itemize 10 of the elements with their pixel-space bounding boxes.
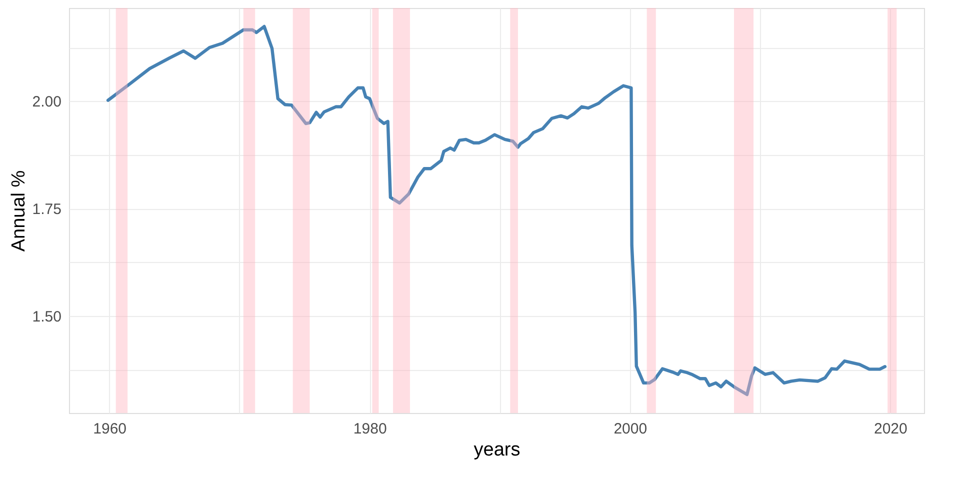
y-tick-label: 1.75	[32, 201, 62, 218]
y-axis-title: Annual %	[8, 170, 30, 252]
line-series	[106, 24, 887, 396]
x-axis-title: years	[474, 440, 520, 460]
x-tick-label: 1960	[93, 420, 127, 438]
x-tick-label: 1980	[353, 420, 387, 438]
y-tick-label: 2.00	[32, 94, 62, 111]
y-tick-label: 1.50	[32, 308, 62, 326]
x-tick-label: 2000	[614, 420, 648, 438]
x-tick-label: 2020	[874, 420, 908, 438]
